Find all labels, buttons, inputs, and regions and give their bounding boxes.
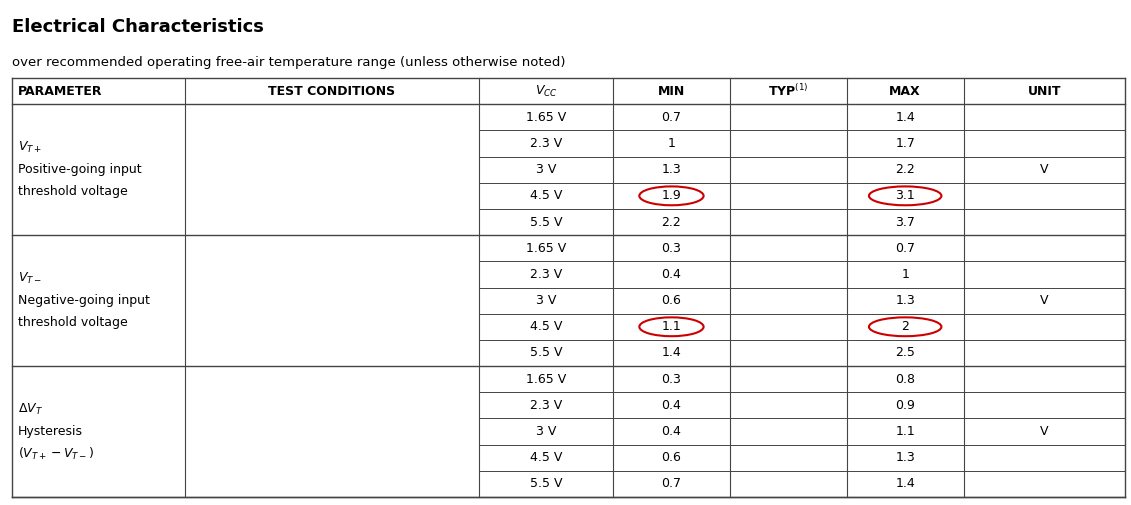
Text: 0.3: 0.3 (662, 242, 681, 255)
Text: Hysteresis: Hysteresis (18, 425, 83, 438)
Text: 5.5 V: 5.5 V (530, 216, 562, 229)
Text: 1.4: 1.4 (896, 111, 915, 124)
Text: V: V (1041, 163, 1048, 176)
Text: 2: 2 (901, 320, 909, 333)
Text: $\Delta V_T$: $\Delta V_T$ (18, 401, 43, 417)
Text: 3 V: 3 V (536, 425, 556, 438)
Text: 0.6: 0.6 (662, 294, 681, 307)
Text: V: V (1041, 294, 1048, 307)
Text: 5.5 V: 5.5 V (530, 477, 562, 490)
Text: 0.4: 0.4 (662, 425, 681, 438)
Text: 1.65 V: 1.65 V (526, 373, 567, 386)
Text: Negative-going input: Negative-going input (18, 294, 150, 307)
Text: TYP$^{(1)}$: TYP$^{(1)}$ (768, 83, 809, 99)
Text: Positive-going input: Positive-going input (18, 163, 141, 176)
Text: 1.4: 1.4 (662, 346, 681, 360)
Text: 3 V: 3 V (536, 294, 556, 307)
Text: 1.65 V: 1.65 V (526, 111, 567, 124)
Text: Electrical Characteristics: Electrical Characteristics (12, 18, 264, 36)
Text: 1.3: 1.3 (662, 163, 681, 176)
Text: MIN: MIN (658, 85, 685, 97)
Text: 1.1: 1.1 (896, 425, 915, 438)
Text: 1.3: 1.3 (896, 294, 915, 307)
Text: $V_{T+}$: $V_{T+}$ (18, 140, 42, 155)
Text: 0.3: 0.3 (662, 373, 681, 386)
Text: UNIT: UNIT (1028, 85, 1061, 97)
Text: 1: 1 (901, 268, 909, 281)
Text: 1.9: 1.9 (662, 189, 681, 203)
Text: 0.6: 0.6 (662, 451, 681, 464)
Text: $V_{T-}$: $V_{T-}$ (18, 271, 42, 286)
Text: 5.5 V: 5.5 V (530, 346, 562, 360)
Text: 4.5 V: 4.5 V (530, 451, 562, 464)
Text: 0.7: 0.7 (662, 111, 682, 124)
Text: 2.3 V: 2.3 V (530, 399, 562, 412)
Text: over recommended operating free-air temperature range (unless otherwise noted): over recommended operating free-air temp… (12, 56, 566, 69)
Text: 0.4: 0.4 (662, 399, 681, 412)
Text: 1: 1 (667, 137, 675, 150)
Text: 0.9: 0.9 (896, 399, 915, 412)
Text: 1.1: 1.1 (662, 320, 681, 333)
Text: 3 V: 3 V (536, 163, 556, 176)
Text: 4.5 V: 4.5 V (530, 189, 562, 203)
Text: 1.4: 1.4 (896, 477, 915, 490)
Text: 2.2: 2.2 (896, 163, 915, 176)
Text: 1.3: 1.3 (896, 451, 915, 464)
Text: 2.3 V: 2.3 V (530, 137, 562, 150)
Text: threshold voltage: threshold voltage (18, 316, 128, 329)
Text: 0.8: 0.8 (895, 373, 915, 386)
Text: 0.7: 0.7 (662, 477, 682, 490)
Text: 0.4: 0.4 (662, 268, 681, 281)
Text: 3.1: 3.1 (896, 189, 915, 203)
Text: 2.2: 2.2 (662, 216, 681, 229)
Text: 2.3 V: 2.3 V (530, 268, 562, 281)
Text: 3.7: 3.7 (896, 216, 915, 229)
Text: 1.65 V: 1.65 V (526, 242, 567, 255)
Text: threshold voltage: threshold voltage (18, 185, 128, 198)
Text: V: V (1041, 425, 1048, 438)
Text: TEST CONDITIONS: TEST CONDITIONS (268, 85, 396, 97)
Text: MAX: MAX (889, 85, 921, 97)
Text: 4.5 V: 4.5 V (530, 320, 562, 333)
Text: $V_{CC}$: $V_{CC}$ (535, 83, 558, 98)
Text: $(V_{T+} - V_{T-})$: $(V_{T+} - V_{T-})$ (18, 446, 94, 462)
Text: PARAMETER: PARAMETER (18, 85, 103, 97)
Text: 2.5: 2.5 (896, 346, 915, 360)
Text: 1.7: 1.7 (896, 137, 915, 150)
Text: 0.7: 0.7 (895, 242, 915, 255)
